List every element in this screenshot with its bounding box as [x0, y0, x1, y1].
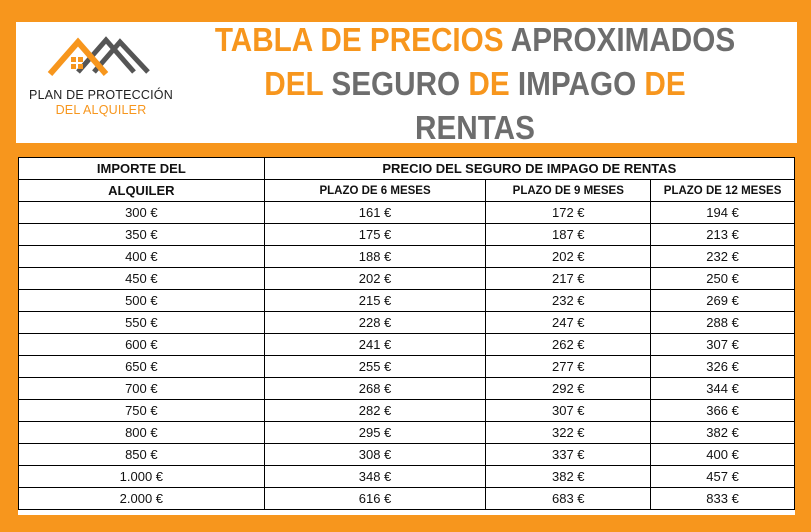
price-6-months-cell: 215 € — [263, 289, 487, 312]
term-6-months-header: PLAZO DE 6 MESES — [263, 179, 487, 202]
price-6-months-cell: 616 € — [263, 487, 487, 510]
price-6-months-cell: 295 € — [263, 421, 487, 444]
rent-amount-cell: 300 € — [18, 201, 265, 224]
price-9-months-cell: 262 € — [485, 333, 652, 356]
table-row: 450 €202 €217 €250 € — [18, 267, 795, 290]
rent-amount-cell: 550 € — [18, 311, 265, 334]
table-row: 600 €241 €262 €307 € — [18, 333, 795, 356]
table-row: 550 €228 €247 €288 € — [18, 311, 795, 334]
price-12-months-cell: 344 € — [650, 377, 795, 400]
price-6-months-cell: 282 € — [263, 399, 487, 422]
price-9-months-cell: 683 € — [485, 487, 652, 510]
price-6-months-cell: 161 € — [263, 201, 487, 224]
price-9-months-cell: 307 € — [485, 399, 652, 422]
rent-amount-header-line1: IMPORTE DEL — [18, 157, 265, 180]
title-word: DE — [644, 65, 686, 102]
rent-amount-cell: 350 € — [18, 223, 265, 246]
price-12-months-cell: 250 € — [650, 267, 795, 290]
price-table-container: IMPORTE DEL PRECIO DEL SEGURO DE IMPAGO … — [18, 157, 796, 515]
rent-amount-cell: 1.000 € — [18, 465, 265, 488]
price-12-months-cell: 307 € — [650, 333, 795, 356]
logo: PLAN DE PROTECCIÓN DEL ALQUILER — [16, 22, 176, 122]
price-12-months-cell: 833 € — [650, 487, 795, 510]
price-6-months-cell: 175 € — [263, 223, 487, 246]
price-12-months-cell: 400 € — [650, 443, 795, 466]
table-row: 750 €282 €307 €366 € — [18, 399, 795, 422]
rent-amount-cell: 500 € — [18, 289, 265, 312]
logo-line-1: PLAN DE PROTECCIÓN — [29, 88, 173, 102]
price-9-months-cell: 172 € — [485, 201, 652, 224]
price-12-months-cell: 194 € — [650, 201, 795, 224]
table-row: 500 €215 €232 €269 € — [18, 289, 795, 312]
table-row: 2.000 €616 €683 €833 € — [18, 487, 795, 510]
table-row: 800 €295 €322 €382 € — [18, 421, 795, 444]
rent-amount-cell: 850 € — [18, 443, 265, 466]
term-12-months-header: PLAZO DE 12 MESES — [650, 179, 795, 202]
title-word: SEGURO — [331, 65, 461, 102]
rent-amount-cell: 800 € — [18, 421, 265, 444]
table-row: 850 €308 €337 €400 € — [18, 443, 795, 466]
price-12-months-cell: 382 € — [650, 421, 795, 444]
title-word: IMPAGO — [517, 65, 637, 102]
page-title: TABLA DE PRECIOS APROXIMADOS DEL SEGURO … — [210, 18, 741, 150]
price-6-months-cell: 202 € — [263, 267, 487, 290]
table-row: 700 €268 €292 €344 € — [18, 377, 795, 400]
rent-amount-cell: 600 € — [18, 333, 265, 356]
price-6-months-cell: 255 € — [263, 355, 487, 378]
price-9-months-cell: 337 € — [485, 443, 652, 466]
price-6-months-cell: 348 € — [263, 465, 487, 488]
price-12-months-cell: 232 € — [650, 245, 795, 268]
price-9-months-cell: 232 € — [485, 289, 652, 312]
rent-amount-header-line2: ALQUILER — [18, 179, 265, 202]
logo-line-2: DEL ALQUILER — [55, 103, 147, 117]
title-word: TABLA DE PRECIOS — [214, 21, 504, 58]
price-9-months-cell: 187 € — [485, 223, 652, 246]
rent-amount-cell: 650 € — [18, 355, 265, 378]
price-table: IMPORTE DEL PRECIO DEL SEGURO DE IMPAGO … — [18, 157, 796, 510]
price-12-months-cell: 457 € — [650, 465, 795, 488]
header-banner — [16, 22, 797, 143]
price-9-months-cell: 277 € — [485, 355, 652, 378]
table-row: 400 €188 €202 €232 € — [18, 245, 795, 268]
title-word: DE — [468, 65, 510, 102]
price-12-months-cell: 366 € — [650, 399, 795, 422]
table-row: 1.000 €348 €382 €457 € — [18, 465, 795, 488]
table-row: 350 €175 €187 €213 € — [18, 223, 795, 246]
price-6-months-cell: 268 € — [263, 377, 487, 400]
price-6-months-cell: 228 € — [263, 311, 487, 334]
insurance-price-header: PRECIO DEL SEGURO DE IMPAGO DE RENTAS — [263, 157, 796, 180]
rent-amount-cell: 2.000 € — [18, 487, 265, 510]
price-9-months-cell: 247 € — [485, 311, 652, 334]
price-9-months-cell: 202 € — [485, 245, 652, 268]
price-6-months-cell: 188 € — [263, 245, 487, 268]
price-12-months-cell: 326 € — [650, 355, 795, 378]
price-12-months-cell: 213 € — [650, 223, 795, 246]
term-9-months-header: PLAZO DE 9 MESES — [485, 179, 652, 202]
rent-amount-cell: 450 € — [18, 267, 265, 290]
title-word: APROXIMADOS — [510, 21, 736, 58]
price-9-months-cell: 382 € — [485, 465, 652, 488]
price-6-months-cell: 308 € — [263, 443, 487, 466]
rent-amount-cell: 750 € — [18, 399, 265, 422]
table-row: 650 €255 €277 €326 € — [18, 355, 795, 378]
price-9-months-cell: 322 € — [485, 421, 652, 444]
title-word: RENTAS — [415, 109, 535, 146]
rent-amount-cell: 700 € — [18, 377, 265, 400]
price-9-months-cell: 217 € — [485, 267, 652, 290]
title-word: DEL — [264, 65, 324, 102]
price-6-months-cell: 241 € — [263, 333, 487, 356]
price-12-months-cell: 269 € — [650, 289, 795, 312]
table-row: 300 €161 €172 €194 € — [18, 201, 795, 224]
house-roof-icon — [47, 36, 150, 76]
price-12-months-cell: 288 € — [650, 311, 795, 334]
price-9-months-cell: 292 € — [485, 377, 652, 400]
rent-amount-cell: 400 € — [18, 245, 265, 268]
